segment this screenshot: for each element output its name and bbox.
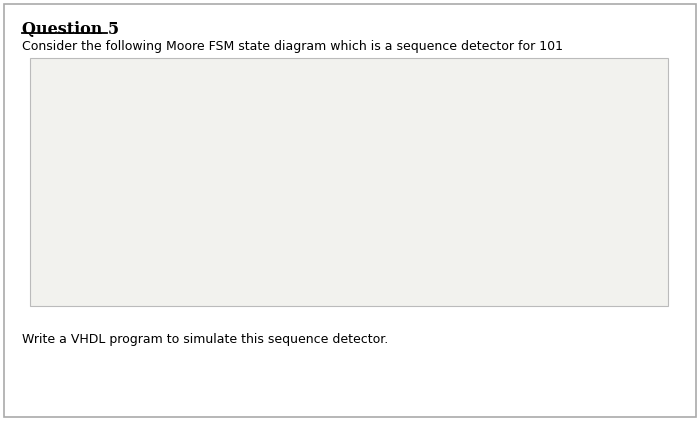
Text: 1: 1: [302, 140, 310, 153]
FancyBboxPatch shape: [30, 58, 668, 306]
Text: 1: 1: [428, 185, 437, 198]
Text: 0: 0: [246, 140, 254, 153]
Text: 1: 1: [292, 152, 301, 165]
Text: 0: 0: [292, 271, 301, 284]
Text: $S_2$: $S_2$: [370, 156, 385, 171]
Text: Question 5: Question 5: [22, 21, 119, 38]
Text: 0: 0: [320, 185, 328, 198]
Text: 0: 0: [346, 152, 355, 165]
Text: $S_0$: $S_0$: [261, 156, 276, 171]
Text: 0: 0: [264, 185, 273, 198]
Text: Write a VHDL program to simulate this sequence detector.: Write a VHDL program to simulate this se…: [22, 333, 388, 346]
Text: $S_1$: $S_1$: [317, 156, 332, 171]
Text: Consider the following Moore FSM state diagram which is a sequence detector for : Consider the following Moore FSM state d…: [22, 40, 563, 53]
Text: $S_3$: $S_3$: [425, 156, 440, 171]
FancyBboxPatch shape: [4, 4, 696, 417]
Text: 0: 0: [373, 185, 382, 198]
Text: 1: 1: [346, 73, 355, 86]
Text: 1: 1: [400, 152, 410, 165]
Text: 0: 0: [403, 90, 412, 103]
